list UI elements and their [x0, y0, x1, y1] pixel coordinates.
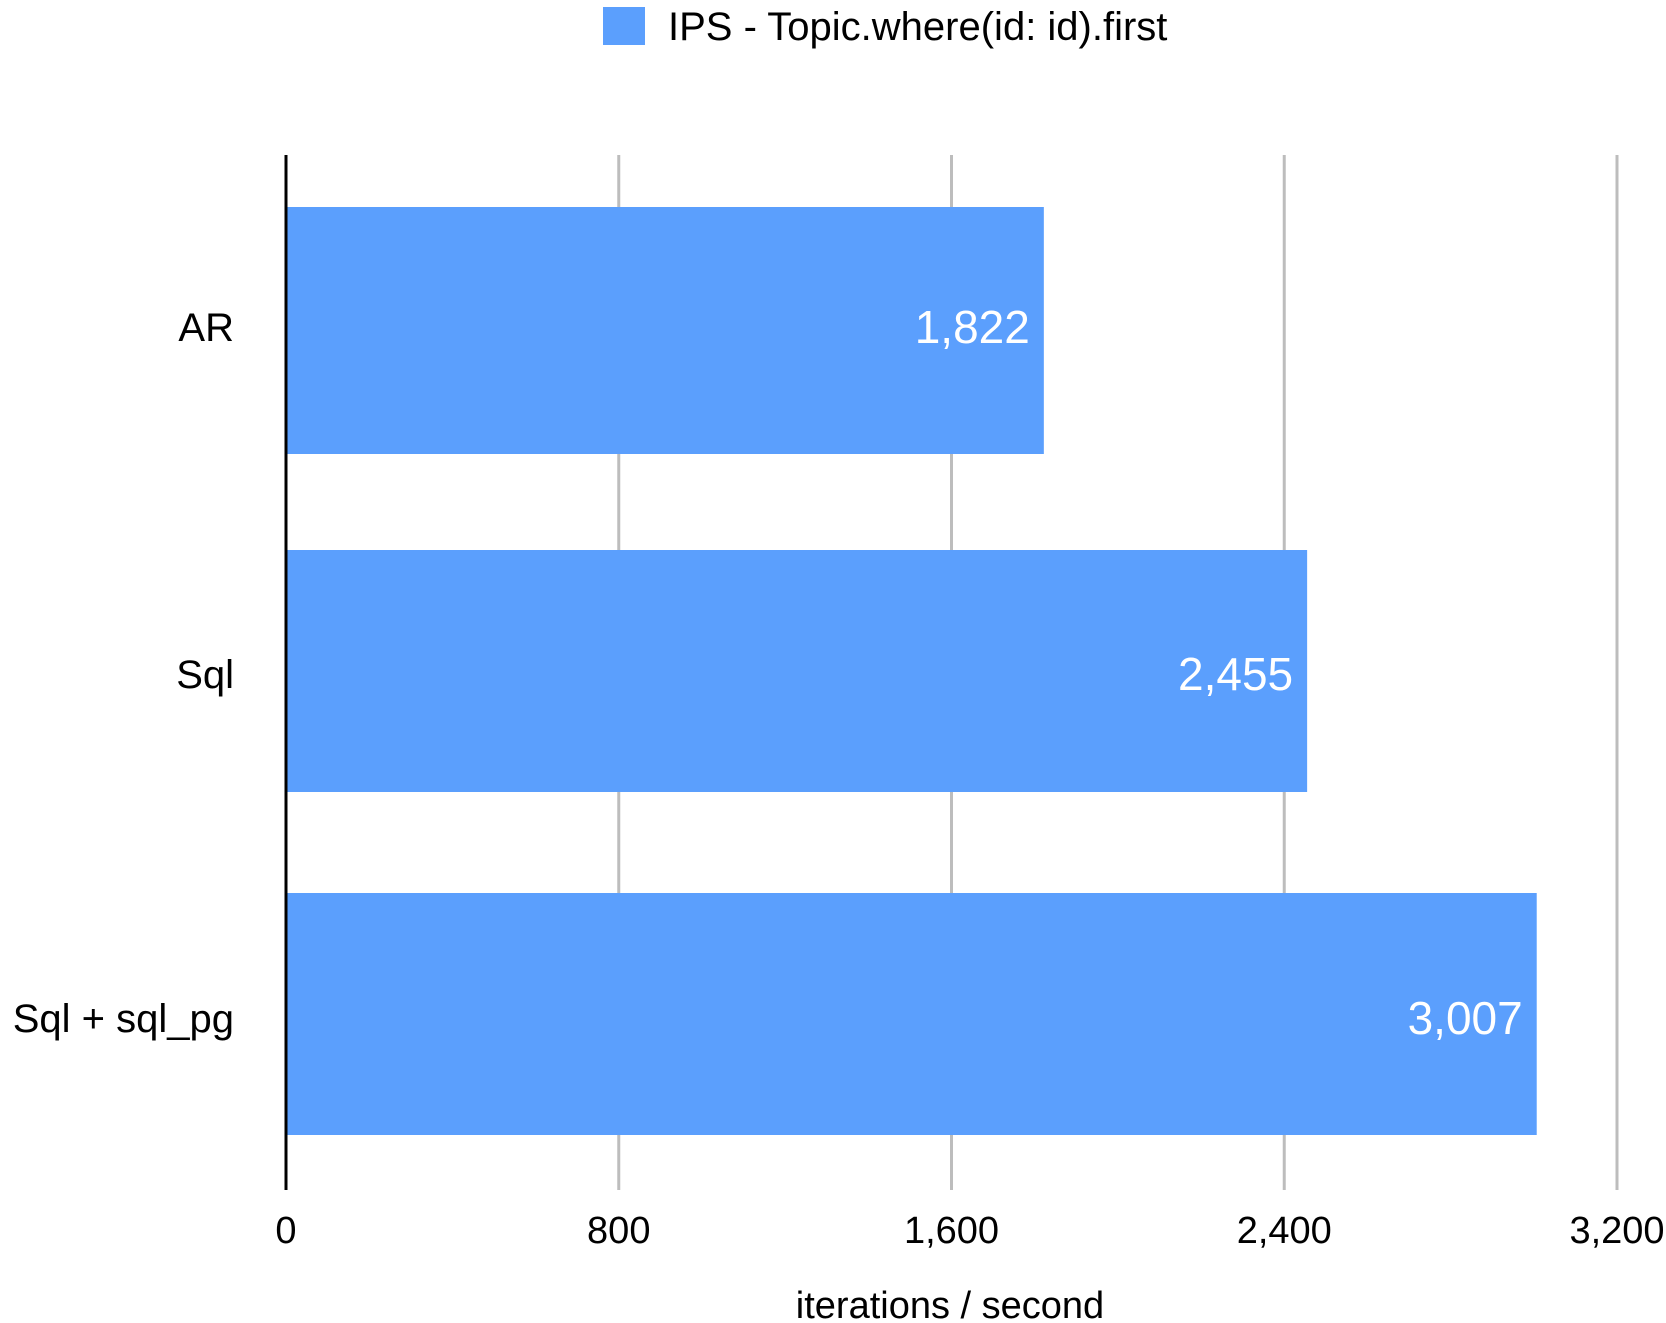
x-axis-title: iterations / second — [796, 1285, 1104, 1323]
category-label: AR — [178, 306, 234, 350]
legend-entry: IPS - Topic.where(id: id).first — [668, 5, 1167, 49]
legend: IPS - Topic.where(id: id).first — [603, 5, 1167, 49]
x-tick-label: 800 — [587, 1210, 650, 1252]
x-tick-label: 3,200 — [1569, 1210, 1664, 1252]
bar-sql-sql-pg — [286, 893, 1537, 1135]
bars — [286, 207, 1537, 1135]
bar-value-label: 1,822 — [915, 301, 1030, 353]
category-label: Sql + sql_pg — [13, 997, 234, 1041]
x-tick-label: 1,600 — [904, 1210, 999, 1252]
bar-value-label: 2,455 — [1178, 648, 1293, 700]
category-label: Sql — [176, 653, 234, 697]
category-labels: AR Sql Sql + sql_pg — [13, 306, 234, 1041]
x-tick-label: 0 — [275, 1210, 296, 1252]
x-tick-label: 2,400 — [1237, 1210, 1332, 1252]
x-tick-labels: 0 800 1,600 2,400 3,200 — [275, 1210, 1664, 1252]
bar-value-label: 3,007 — [1408, 992, 1523, 1044]
data-labels: 1,822 2,455 3,007 — [915, 301, 1523, 1044]
bar-ar — [286, 207, 1044, 454]
legend-swatch — [603, 7, 645, 45]
bar-sql — [286, 550, 1308, 792]
